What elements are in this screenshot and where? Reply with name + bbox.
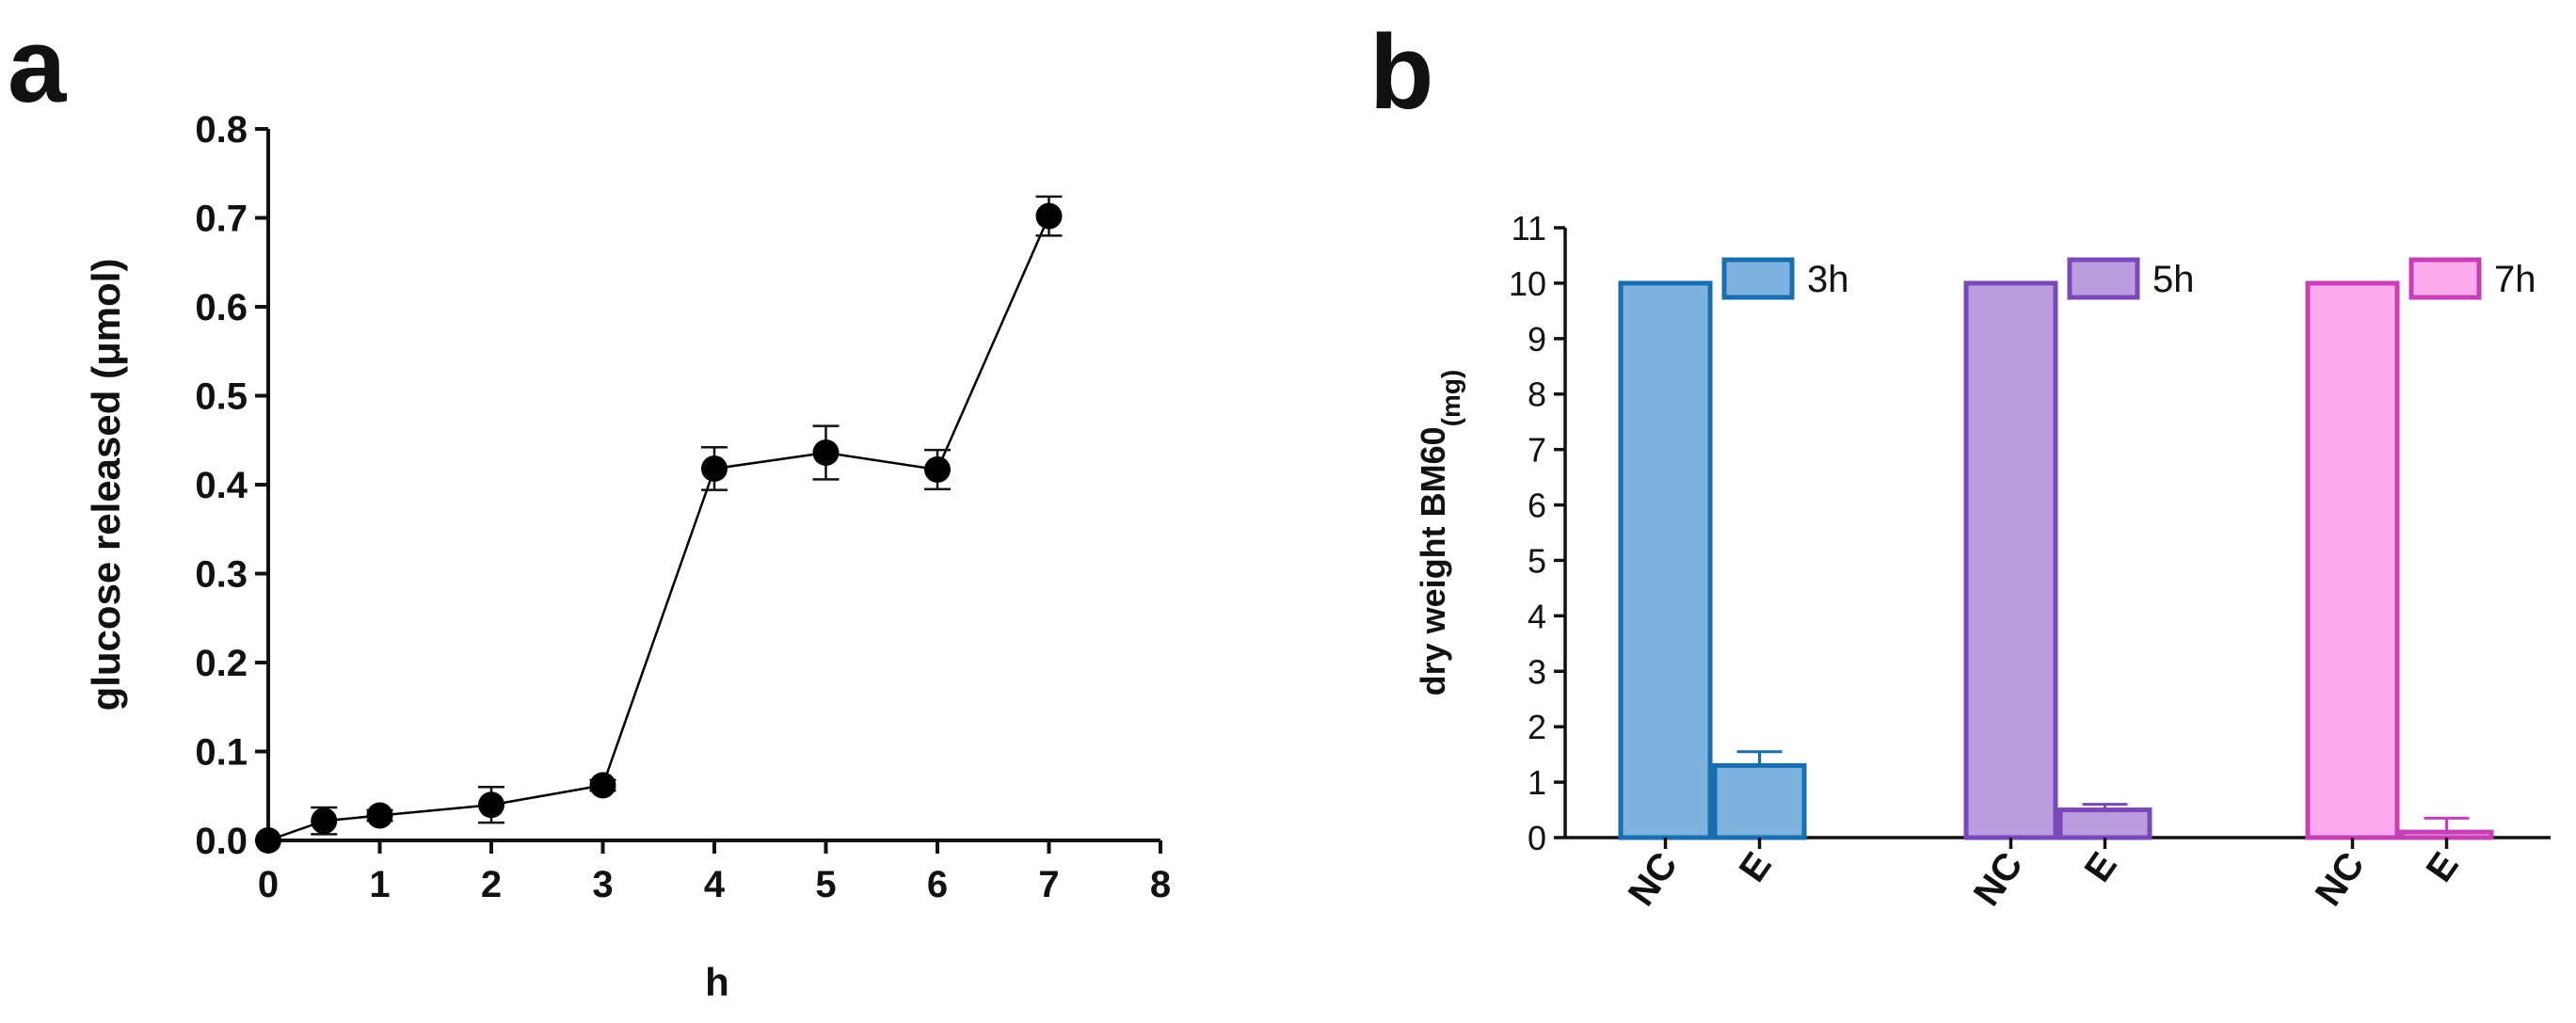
bar bbox=[2399, 829, 2494, 840]
y-tick-label: 6 bbox=[1528, 487, 1546, 525]
x-category-label: E bbox=[2419, 845, 2467, 889]
data-point bbox=[924, 456, 951, 483]
data-point bbox=[255, 827, 281, 854]
bar bbox=[2305, 280, 2400, 840]
y-tick-label: 0.6 bbox=[195, 287, 248, 328]
data-point bbox=[311, 807, 338, 835]
y-tick-label: 0.5 bbox=[195, 376, 248, 418]
y-tick-label: 11 bbox=[1512, 209, 1546, 248]
y-tick-label: 10 bbox=[1509, 264, 1546, 303]
legend-swatch bbox=[2408, 257, 2482, 300]
y-axis-title-main: dry weight BM60 bbox=[1414, 426, 1452, 695]
y-axis-title-unit: (mg) bbox=[1436, 370, 1465, 427]
y-axis-title: glucose released (μmol) bbox=[84, 259, 128, 711]
y-tick-label: 5 bbox=[1528, 541, 1546, 580]
legend-swatch bbox=[1721, 257, 1795, 300]
y-tick-label: 4 bbox=[1528, 597, 1546, 635]
y-tick-label: 0.3 bbox=[195, 554, 248, 596]
bar bbox=[1618, 280, 1713, 840]
x-category-label: NC bbox=[1966, 845, 2031, 914]
y-axis-title: dry weight BM60(mg) bbox=[1414, 370, 1465, 696]
data-point bbox=[701, 455, 728, 482]
y-tick-label: 3 bbox=[1528, 652, 1546, 691]
series-line bbox=[267, 216, 1050, 842]
y-tick-label: 0.0 bbox=[195, 821, 248, 862]
x-tick-label: 1 bbox=[369, 864, 390, 905]
y-tick-label: 0.7 bbox=[195, 199, 248, 240]
x-tick-label: 7 bbox=[1038, 864, 1059, 905]
bar bbox=[1712, 762, 1807, 840]
y-tick-label: 0.4 bbox=[195, 465, 248, 506]
y-tick-label: 0.2 bbox=[195, 643, 248, 684]
y-tick-label: 0.1 bbox=[195, 732, 248, 774]
x-category-label: E bbox=[2077, 845, 2125, 889]
chart-a-glucose-release: 0.0 0.1 0.2 0.3 0.4 0.5 0.6 0.7 0.8 0 1 2 3 4 5 6 7 8 h glu… bbox=[84, 109, 1171, 1004]
data-point bbox=[812, 439, 840, 466]
x-tick-label: 3 bbox=[592, 864, 613, 905]
y-tick-label: 0 bbox=[1528, 819, 1546, 857]
x-tick-label: 2 bbox=[481, 864, 502, 905]
bar bbox=[1963, 280, 2058, 840]
data-point bbox=[589, 772, 616, 799]
y-tick-label: 1 bbox=[1528, 763, 1546, 802]
x-tick-label: 4 bbox=[704, 864, 726, 905]
data-point bbox=[478, 791, 504, 819]
chart-b-dry-weight: 0 1 2 3 4 5 6 7 8 9 10 11 dry weight BM60(mg) NC E 3h NC… bbox=[1414, 209, 2551, 913]
legend-label: 5h bbox=[2152, 259, 2195, 300]
panel-letter-b: b bbox=[1369, 13, 1433, 131]
y-tick-label: 2 bbox=[1528, 708, 1546, 746]
legend-swatch bbox=[2067, 257, 2140, 300]
data-point bbox=[366, 802, 393, 829]
y-tick-label: 7 bbox=[1528, 431, 1546, 470]
x-tick-label: 0 bbox=[258, 864, 279, 905]
y-tick-label: 0.8 bbox=[195, 109, 248, 151]
x-category-label: E bbox=[1732, 845, 1780, 889]
bar bbox=[2057, 807, 2152, 840]
data-point bbox=[1035, 202, 1063, 230]
panel-letter-a: a bbox=[8, 7, 67, 124]
x-tick-label: 8 bbox=[1150, 864, 1171, 905]
x-tick-label: 5 bbox=[815, 864, 836, 905]
legend-label: 7h bbox=[2494, 259, 2536, 300]
y-tick-label: 9 bbox=[1528, 320, 1546, 359]
legend-label: 3h bbox=[1807, 259, 1849, 300]
x-axis-title: h bbox=[705, 960, 729, 1004]
x-category-label: NC bbox=[2308, 845, 2373, 914]
x-tick-label: 6 bbox=[927, 864, 948, 905]
y-tick-label: 8 bbox=[1528, 376, 1546, 414]
x-category-label: NC bbox=[1621, 845, 1686, 914]
